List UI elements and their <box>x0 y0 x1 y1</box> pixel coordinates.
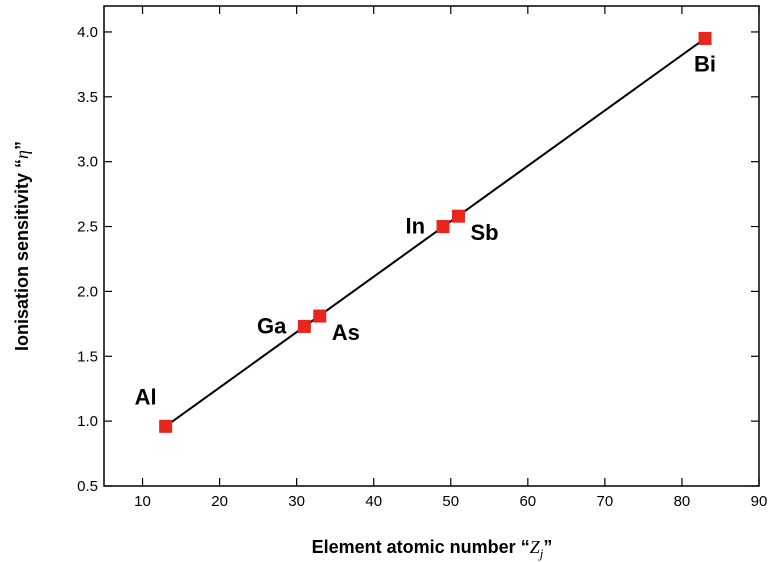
data-points <box>159 31 712 433</box>
plot-frame <box>103 5 760 487</box>
fit-line-group <box>165 37 706 428</box>
y-tick-label: 3.0 <box>77 154 98 171</box>
y-tick-label: 0.5 <box>77 478 98 495</box>
data-point-sb <box>451 209 465 223</box>
data-point-bi <box>698 31 712 45</box>
x-tick-label: 80 <box>674 493 691 510</box>
axis-ticks: 10 20 30 40 50 60 70 80 90 0.5 1.0 1.5 2.0 2.5 3.0 3.5 4… <box>77 6 767 510</box>
y-tick-label: 3.5 <box>77 89 98 106</box>
x-tick-label: 60 <box>519 493 536 510</box>
x-axis-label: Element atomic number “Zj” <box>312 537 553 561</box>
x-tick-label: 30 <box>288 493 305 510</box>
x-tick-label: 50 <box>442 493 459 510</box>
y-tick-label: 1.0 <box>77 413 98 430</box>
y-axis-label: Ionisation sensitivity “η” <box>12 141 32 351</box>
x-tick-label: 20 <box>211 493 228 510</box>
point-label-as: As <box>332 320 360 345</box>
data-point-as <box>313 309 327 323</box>
y-tick-label: 1.5 <box>77 348 98 365</box>
data-point-in <box>436 220 450 234</box>
data-point-ga <box>297 319 311 333</box>
x-tick-label: 10 <box>134 493 151 510</box>
y-tick-label: 2.5 <box>77 219 98 236</box>
point-label-al: Al <box>135 384 157 409</box>
point-label-sb: Sb <box>470 220 498 245</box>
y-tick-label: 4.0 <box>77 24 98 41</box>
data-point-al <box>159 419 173 433</box>
point-label-bi: Bi <box>694 51 716 76</box>
x-tick-label: 40 <box>365 493 382 510</box>
point-label-ga: Ga <box>257 313 287 338</box>
x-tick-label: 70 <box>597 493 614 510</box>
point-labels: Al Ga As In Sb Bi <box>135 51 716 409</box>
point-label-in: In <box>405 214 425 239</box>
x-tick-label: 90 <box>751 493 768 510</box>
fit-line <box>165 37 706 428</box>
y-tick-label: 2.0 <box>77 283 98 300</box>
